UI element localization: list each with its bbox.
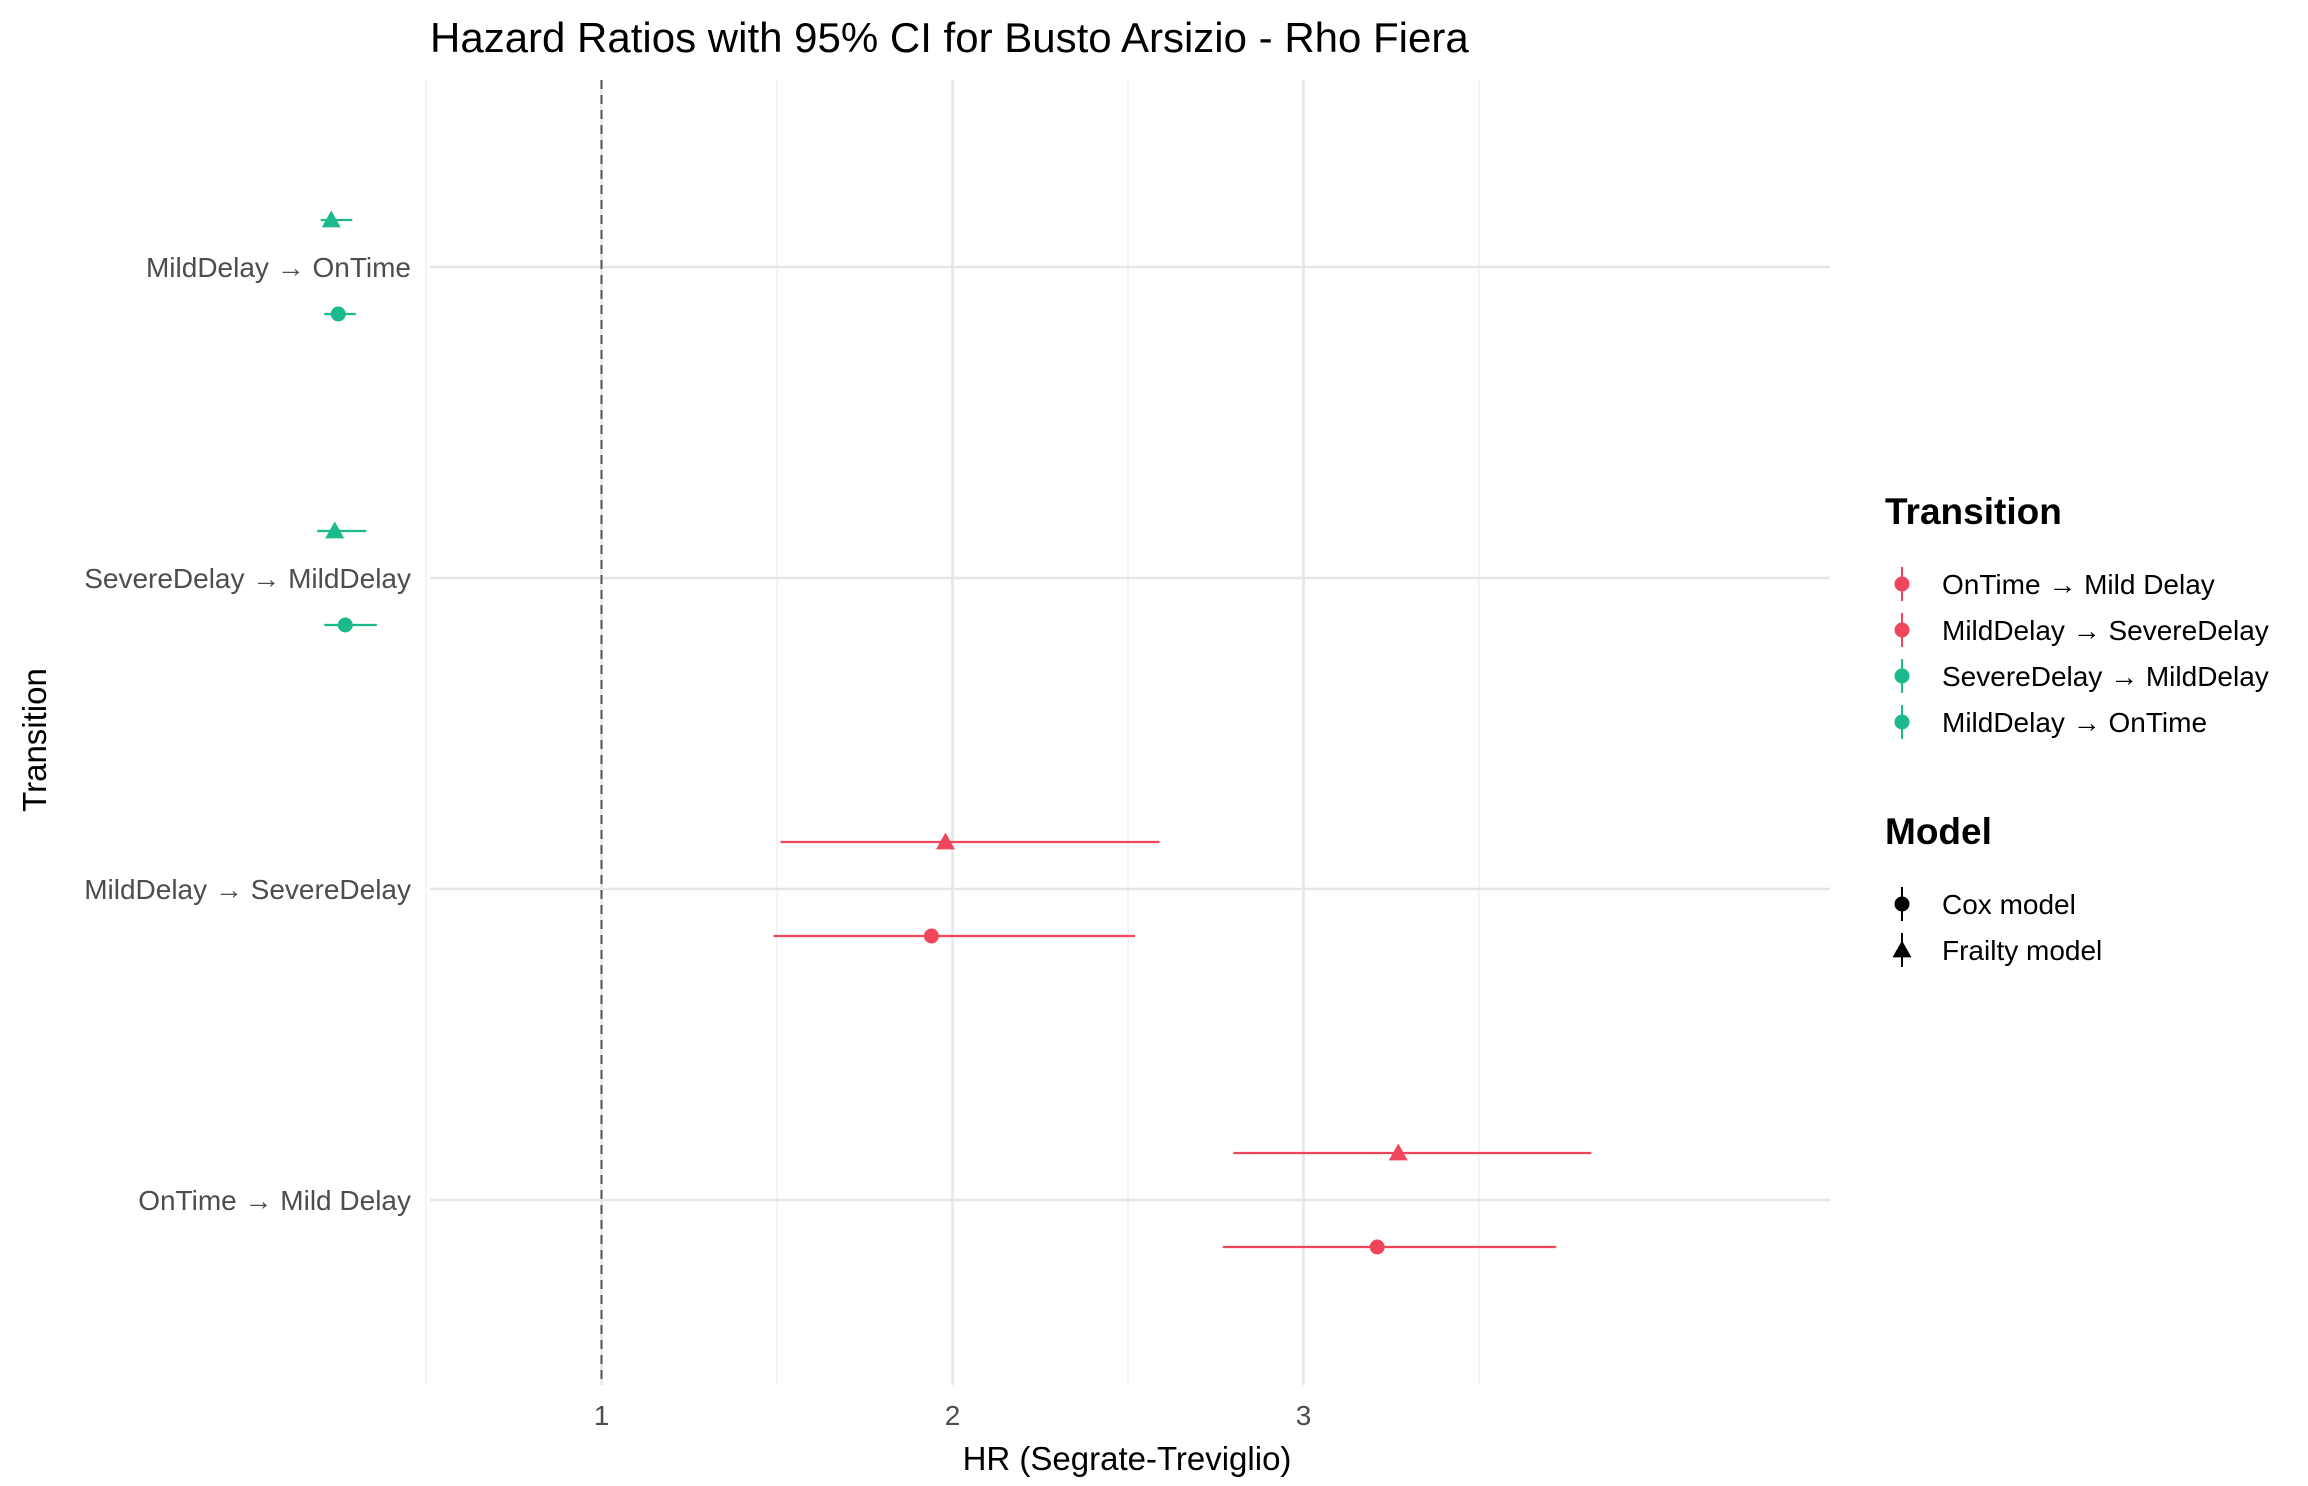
- x-axis-title: HR (Segrate-Treviglio): [963, 1440, 1292, 1477]
- grid: [425, 80, 1830, 1385]
- data-point-group: [324, 306, 356, 322]
- data-point-group: [317, 521, 367, 539]
- legend-key-marker: [1894, 668, 1910, 684]
- data-point-group: [780, 832, 1160, 850]
- legend-key-marker: [1894, 714, 1910, 730]
- data-point-group: [1233, 1143, 1592, 1161]
- point-marker: [321, 210, 341, 228]
- x-tick-label: 2: [945, 1400, 961, 1431]
- legend-key-marker: [1894, 622, 1910, 638]
- x-axis-ticks: 1 2 3: [594, 1400, 1312, 1431]
- legend-label: SevereDelay → MildDelay: [1942, 661, 2269, 692]
- marks-layer: [317, 210, 1592, 1255]
- data-point-group: [320, 210, 353, 228]
- legend-key-marker: [1892, 940, 1912, 958]
- legend-label: MildDelay → SevereDelay: [1942, 615, 2269, 646]
- legend-label: Cox model: [1942, 889, 2076, 920]
- data-point-group: [1222, 1239, 1557, 1255]
- x-tick-label: 3: [1296, 1400, 1312, 1431]
- data-point-group: [324, 617, 377, 633]
- point-marker: [330, 306, 346, 322]
- data-point-group: [773, 928, 1136, 944]
- y-tick-label: OnTime → Mild Delay: [138, 1185, 411, 1216]
- point-marker: [923, 928, 939, 944]
- y-tick-label: MildDelay → OnTime: [146, 252, 411, 283]
- point-marker: [1369, 1239, 1385, 1255]
- point-marker: [1388, 1143, 1408, 1161]
- legend: Transition Model OnTime → Mild Delay Mild…: [1885, 491, 2269, 967]
- legend-key-marker: [1894, 576, 1910, 592]
- chart-title: Hazard Ratios with 95% CI for Busto Arsi…: [430, 14, 1469, 61]
- x-tick-label: 1: [594, 1400, 610, 1431]
- legend-shape-title: Model: [1885, 811, 1992, 852]
- legend-label: Frailty model: [1942, 935, 2102, 966]
- point-marker: [337, 617, 353, 633]
- point-marker: [325, 521, 345, 539]
- y-tick-label: MildDelay → SevereDelay: [84, 874, 411, 905]
- legend-label: OnTime → Mild Delay: [1942, 569, 2215, 600]
- y-axis-title: Transition: [16, 668, 53, 812]
- legend-color-title: Transition: [1885, 491, 2062, 532]
- legend-label: MildDelay → OnTime: [1942, 707, 2207, 738]
- point-marker: [935, 832, 955, 850]
- y-axis-ticks: OnTime → Mild Delay MildDelay → SevereDel…: [84, 252, 411, 1216]
- y-tick-label: SevereDelay → MildDelay: [84, 563, 411, 594]
- legend-key-marker: [1894, 896, 1910, 912]
